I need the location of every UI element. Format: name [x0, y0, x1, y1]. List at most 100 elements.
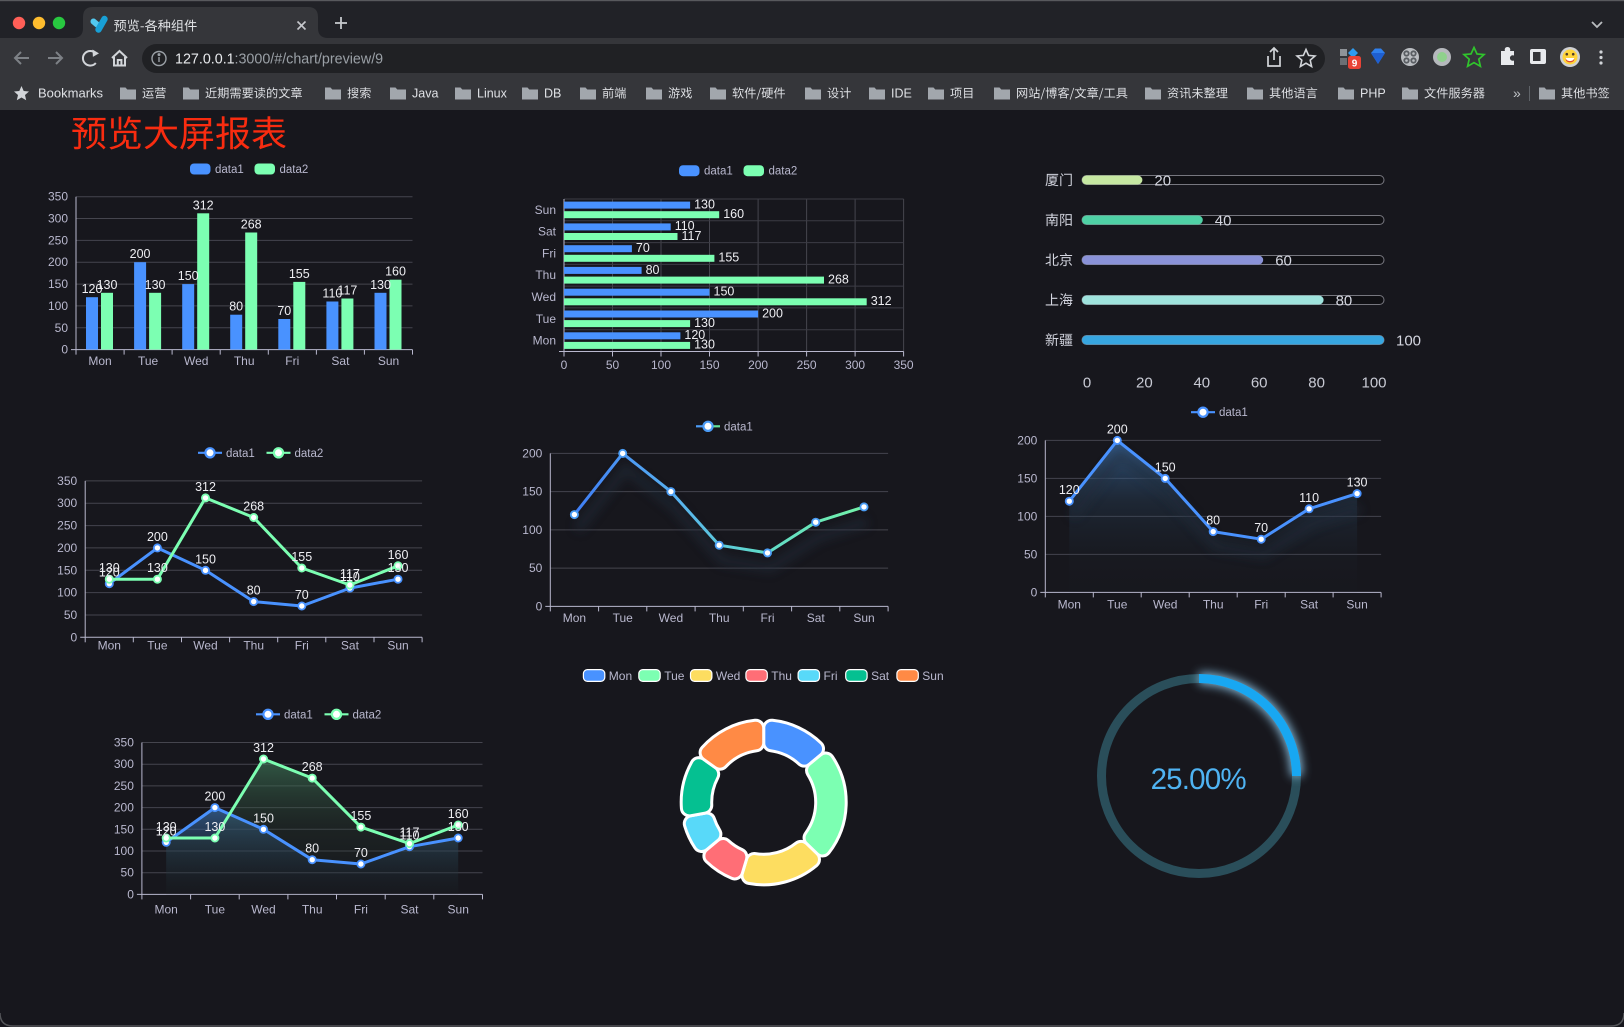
svg-text:60: 60: [1275, 253, 1292, 270]
svg-text:268: 268: [828, 272, 849, 286]
svg-text:120: 120: [99, 566, 120, 580]
svg-text:data1: data1: [284, 709, 313, 721]
svg-text:155: 155: [718, 251, 739, 265]
svg-text:160: 160: [388, 548, 409, 562]
svg-text:0: 0: [1031, 585, 1038, 599]
svg-text:data1: data1: [1219, 407, 1248, 419]
svg-text:155: 155: [291, 550, 312, 564]
svg-text:Sun: Sun: [448, 903, 469, 917]
svg-text:80: 80: [1336, 293, 1353, 310]
svg-text:130: 130: [388, 561, 409, 575]
svg-text:0: 0: [127, 887, 134, 901]
svg-text:300: 300: [114, 757, 134, 771]
svg-text:Fri: Fri: [542, 247, 556, 261]
svg-text:110: 110: [340, 570, 360, 584]
svg-text:DB: DB: [544, 87, 561, 101]
svg-text:Sat: Sat: [871, 669, 890, 683]
svg-text:Thu: Thu: [771, 669, 792, 683]
svg-text:80: 80: [1206, 514, 1220, 528]
svg-text:200: 200: [748, 358, 768, 372]
svg-text:0: 0: [561, 358, 568, 372]
svg-text:150: 150: [1155, 460, 1176, 474]
svg-text:Wed: Wed: [659, 611, 683, 625]
svg-text:150: 150: [48, 277, 68, 291]
svg-text:150: 150: [57, 563, 77, 577]
svg-text:Sat: Sat: [400, 903, 419, 917]
svg-text:data1: data1: [215, 164, 244, 176]
svg-text:Thu: Thu: [709, 611, 730, 625]
svg-text:312: 312: [195, 480, 216, 494]
svg-text:150: 150: [253, 811, 274, 825]
svg-text:150: 150: [522, 485, 542, 499]
svg-text:130: 130: [97, 278, 118, 292]
svg-text:Wed: Wed: [532, 290, 556, 304]
svg-text:200: 200: [762, 306, 783, 320]
svg-text:Wed: Wed: [184, 354, 208, 368]
svg-text:50: 50: [64, 608, 78, 622]
svg-text:Wed: Wed: [716, 669, 740, 683]
svg-text:Fri: Fri: [1254, 598, 1268, 612]
svg-text:Sun: Sun: [922, 669, 943, 683]
svg-text:Wed: Wed: [193, 639, 217, 653]
svg-text:Thu: Thu: [302, 903, 323, 917]
svg-text:0: 0: [61, 343, 68, 357]
svg-text:80: 80: [247, 584, 261, 598]
svg-text:60: 60: [1251, 375, 1268, 392]
svg-text:268: 268: [241, 218, 262, 232]
svg-text:Fri: Fri: [285, 354, 299, 368]
svg-text:120: 120: [1059, 483, 1080, 497]
svg-text:data1: data1: [704, 166, 733, 178]
svg-text:Wed: Wed: [251, 903, 275, 917]
svg-text:Tue: Tue: [138, 354, 159, 368]
svg-text:200: 200: [130, 247, 151, 261]
svg-text:250: 250: [797, 358, 817, 372]
svg-text:200: 200: [204, 790, 225, 804]
svg-text:80: 80: [646, 263, 660, 277]
svg-text:Thu: Thu: [1203, 598, 1224, 612]
svg-text:Thu: Thu: [234, 354, 255, 368]
svg-text:130: 130: [448, 820, 469, 834]
svg-text:data1: data1: [226, 448, 255, 460]
svg-text:Fri: Fri: [295, 639, 309, 653]
svg-text:Mon: Mon: [1058, 598, 1081, 612]
svg-text:130: 130: [204, 820, 225, 834]
svg-text:200: 200: [57, 541, 77, 555]
svg-text:110: 110: [400, 829, 420, 843]
svg-text:Sun: Sun: [853, 611, 874, 625]
svg-text:150: 150: [178, 269, 199, 283]
svg-text:70: 70: [277, 304, 291, 318]
svg-text:312: 312: [871, 294, 892, 308]
svg-text:150: 150: [699, 358, 719, 372]
svg-text:Tue: Tue: [536, 312, 557, 326]
svg-text:Fri: Fri: [761, 611, 775, 625]
svg-text:300: 300: [48, 212, 68, 226]
svg-text:100: 100: [1017, 509, 1037, 523]
svg-text:data1: data1: [724, 421, 753, 433]
svg-text:350: 350: [57, 474, 77, 488]
svg-text:20: 20: [1154, 173, 1171, 190]
svg-text:Thu: Thu: [535, 268, 556, 282]
svg-text:Sun: Sun: [387, 639, 408, 653]
svg-text:70: 70: [354, 846, 368, 860]
svg-text:100: 100: [114, 844, 134, 858]
svg-text:40: 40: [1193, 375, 1210, 392]
svg-text:Sat: Sat: [331, 354, 350, 368]
svg-text:0: 0: [71, 630, 78, 644]
svg-text:50: 50: [121, 866, 135, 880]
svg-text:Sun: Sun: [378, 354, 399, 368]
svg-text:300: 300: [845, 358, 865, 372]
svg-text:Fri: Fri: [824, 669, 838, 683]
svg-text:110: 110: [1299, 491, 1319, 505]
svg-text:50: 50: [606, 358, 620, 372]
svg-text:Tue: Tue: [147, 639, 168, 653]
svg-text:Bookmarks: Bookmarks: [38, 86, 104, 101]
svg-text:100: 100: [1361, 375, 1386, 392]
svg-text:130: 130: [694, 338, 715, 352]
svg-text:200: 200: [147, 530, 168, 544]
svg-text:312: 312: [193, 198, 214, 212]
svg-text:350: 350: [894, 358, 914, 372]
svg-text:Sun: Sun: [1346, 598, 1367, 612]
svg-text:110: 110: [322, 287, 342, 301]
svg-text:200: 200: [522, 446, 542, 460]
svg-text:117: 117: [337, 284, 357, 298]
